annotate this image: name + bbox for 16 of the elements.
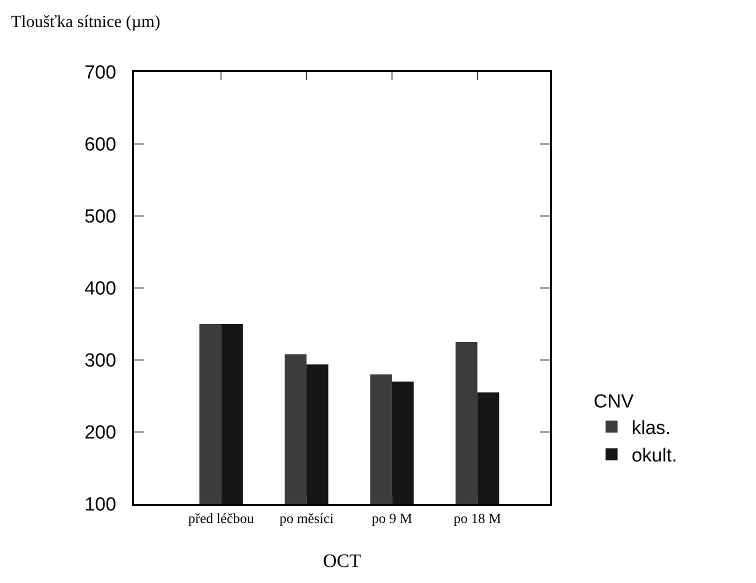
y-axis-title: Tloušťka sítnice (µm) bbox=[11, 12, 160, 31]
y-tick-label: 100 bbox=[84, 494, 116, 516]
y-tick-label: 200 bbox=[84, 422, 116, 444]
x-tick-label: po měsíci bbox=[280, 512, 334, 527]
x-tick-label: po 18 M bbox=[454, 512, 502, 527]
y-tick-label: 400 bbox=[84, 278, 116, 300]
legend-label: klas. bbox=[632, 418, 671, 439]
y-tick-label: 600 bbox=[84, 134, 116, 156]
x-tick-label: po 9 M bbox=[372, 512, 413, 527]
x-tick-label: před léčbou bbox=[188, 512, 254, 527]
y-tick-label: 300 bbox=[84, 350, 116, 372]
y-tick-label: 500 bbox=[84, 206, 116, 228]
y-tick-label: 700 bbox=[84, 62, 116, 84]
legend-title: CNV bbox=[594, 392, 634, 413]
legend-label: okult. bbox=[632, 446, 678, 467]
x-axis-title: OCT bbox=[323, 551, 362, 572]
